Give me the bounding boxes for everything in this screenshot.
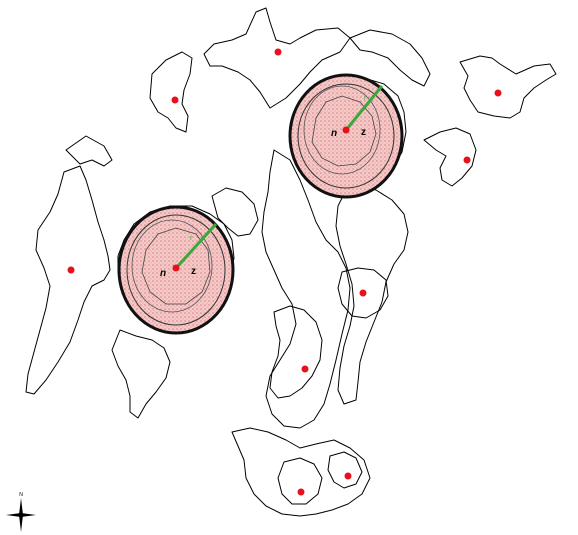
region-lower-right bbox=[337, 267, 389, 319]
marker-bottom-right bbox=[344, 472, 352, 480]
region-lower-left-finger bbox=[111, 329, 171, 419]
region-bottom-right bbox=[327, 451, 363, 489]
region-central-spine bbox=[261, 149, 351, 429]
buffer-ring-2a bbox=[126, 214, 226, 326]
region-top-right-strip bbox=[349, 29, 431, 87]
region-bottom bbox=[231, 427, 371, 517]
region-mid-left-connector bbox=[211, 187, 259, 237]
centroid-label-1: n bbox=[331, 128, 337, 139]
marker-top-left bbox=[171, 96, 179, 104]
region-top-left bbox=[149, 51, 193, 133]
radius-line-2 bbox=[174, 222, 218, 270]
radius-label-1: r bbox=[364, 95, 367, 102]
marker-bottom bbox=[297, 488, 305, 496]
marker-far-left bbox=[67, 266, 75, 274]
centroid-label-2: n bbox=[160, 268, 166, 279]
buffer-ring-1b bbox=[303, 85, 381, 175]
region-far-right bbox=[459, 55, 557, 119]
radius-line-1 bbox=[344, 85, 384, 131]
buffer-inner-outline-1 bbox=[311, 95, 377, 167]
radius-label-2: r bbox=[190, 235, 193, 242]
buffer-zone-1: n z r bbox=[288, 73, 404, 199]
buffer-ring-1a bbox=[297, 83, 395, 189]
compass-horizontal bbox=[6, 513, 36, 517]
region-left-triangle bbox=[65, 135, 113, 167]
marker-top-middle bbox=[274, 48, 282, 56]
marker-lower-right bbox=[359, 289, 367, 297]
buffer-ring-2b bbox=[131, 219, 213, 313]
region-outlines bbox=[25, 7, 557, 517]
buffer-inner-outline-2 bbox=[141, 227, 211, 305]
region-right-small bbox=[423, 127, 477, 187]
marker-lower-middle bbox=[301, 365, 309, 373]
buffer-zone-2: n z r bbox=[117, 205, 235, 335]
region-top-middle bbox=[203, 7, 351, 109]
marker-right-small bbox=[463, 156, 471, 164]
region-bottom-inner bbox=[277, 457, 323, 505]
north-arrow-icon: N bbox=[6, 492, 36, 532]
centroid-marker-2 bbox=[172, 264, 180, 272]
centroid-marker-1 bbox=[342, 126, 350, 134]
zone-label-1: z bbox=[361, 127, 366, 138]
region-markers bbox=[67, 48, 502, 496]
buffer-circle-1 bbox=[288, 73, 404, 199]
north-label: N bbox=[19, 492, 23, 498]
region-lower-middle bbox=[269, 305, 323, 399]
region-right-vertical bbox=[335, 183, 409, 405]
region-far-left bbox=[25, 165, 111, 395]
zone-label-2: z bbox=[191, 266, 196, 277]
marker-far-right bbox=[494, 89, 502, 97]
